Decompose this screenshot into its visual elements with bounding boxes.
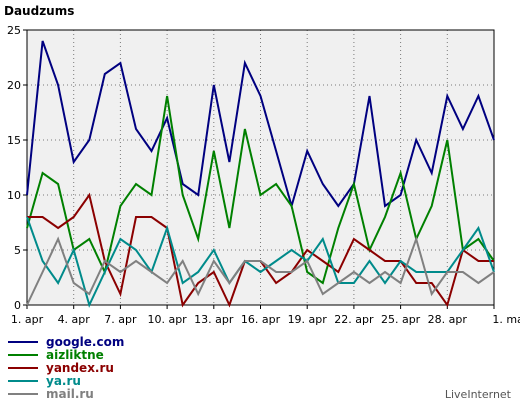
series-line-mail-ru [26,235,495,306]
x-tick-label: 22. apr [334,313,374,326]
x-tick-label: 7. apr [104,313,137,326]
credit-text: LiveInternet [445,388,512,401]
series-line-ya-ru [26,216,495,308]
legend-label: ya.ru [46,374,81,388]
legend-label: aizliktne [46,348,104,362]
y-tick-label: 10 [7,189,21,202]
y-axis-ticks: 0 5 10 15 20 25 [7,24,27,312]
y-tick-label: 0 [14,299,21,312]
y-tick-label: 25 [7,24,21,37]
series-lines [26,40,495,308]
y-tick-label: 20 [7,79,21,92]
x-tick-label: 28. apr [428,313,468,326]
y-tick-label: 15 [7,134,21,147]
x-tick-label: 1. apr [11,313,44,326]
x-axis-ticks: 1. apr 4. apr 7. apr 10. apr 13. apr 16. apr 1… [11,305,520,326]
chart-title: Daudzums [4,4,74,18]
legend-label: yandex.ru [46,361,114,375]
x-tick-label: 4. apr [58,313,91,326]
legend-label: google.com [46,335,124,349]
series-line-google-com [26,40,495,210]
x-tick-label: 10. apr [147,313,187,326]
legend-label: mail.ru [46,387,94,401]
x-tick-label: 16. apr [241,313,281,326]
x-tick-label: 25. apr [381,313,421,326]
x-tick-label: 13. apr [194,313,234,326]
x-tick-label: 1. maijs [492,313,520,326]
y-tick-label: 5 [14,244,21,257]
x-tick-label: 19. apr [288,313,328,326]
